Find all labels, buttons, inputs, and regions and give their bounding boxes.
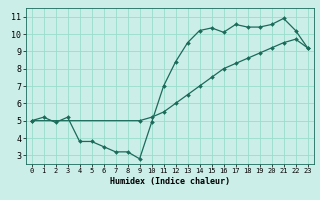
X-axis label: Humidex (Indice chaleur): Humidex (Indice chaleur)	[109, 177, 230, 186]
